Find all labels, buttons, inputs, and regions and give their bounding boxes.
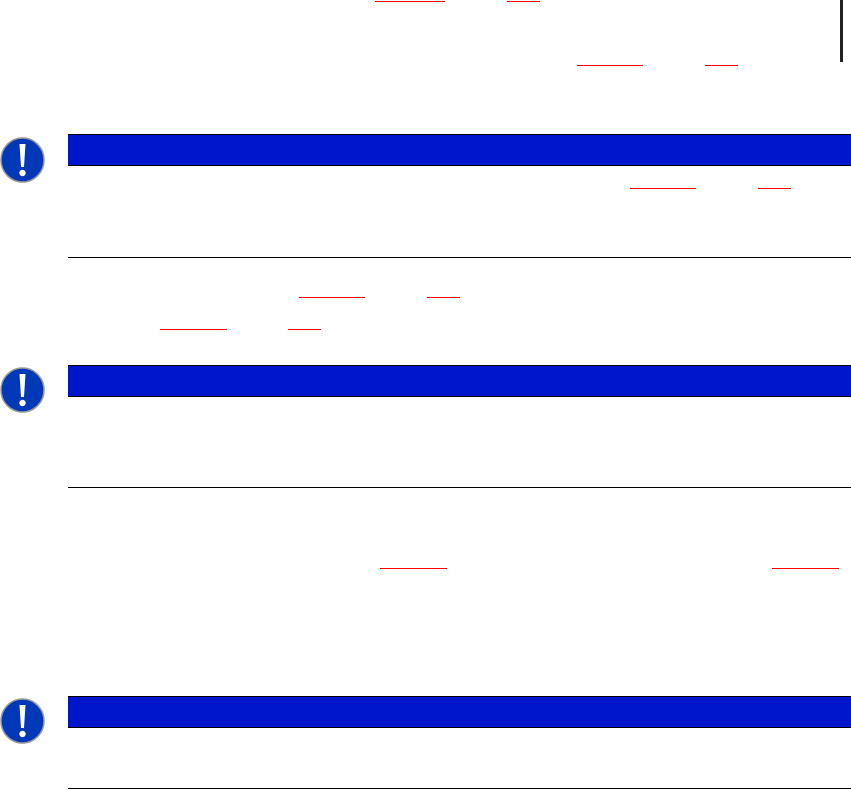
notice-divider <box>68 257 851 258</box>
link[interactable] <box>705 65 738 66</box>
notice-divider <box>68 487 851 488</box>
notice-header <box>68 696 851 728</box>
link[interactable] <box>299 297 365 298</box>
link[interactable] <box>772 568 839 569</box>
exclamation-icon <box>0 367 45 413</box>
notice-header <box>68 365 851 397</box>
link[interactable] <box>380 568 447 569</box>
notice-divider <box>68 788 851 789</box>
link[interactable] <box>375 1 445 2</box>
link[interactable] <box>160 329 227 330</box>
notice-header <box>68 134 851 166</box>
exclamation-icon <box>0 137 45 183</box>
link[interactable] <box>288 329 321 330</box>
link[interactable] <box>507 1 540 2</box>
link[interactable] <box>630 188 696 189</box>
link[interactable] <box>577 65 643 66</box>
exclamation-icon <box>0 698 45 744</box>
page-edge-bar <box>840 0 843 62</box>
link[interactable] <box>758 188 791 189</box>
link[interactable] <box>427 297 460 298</box>
